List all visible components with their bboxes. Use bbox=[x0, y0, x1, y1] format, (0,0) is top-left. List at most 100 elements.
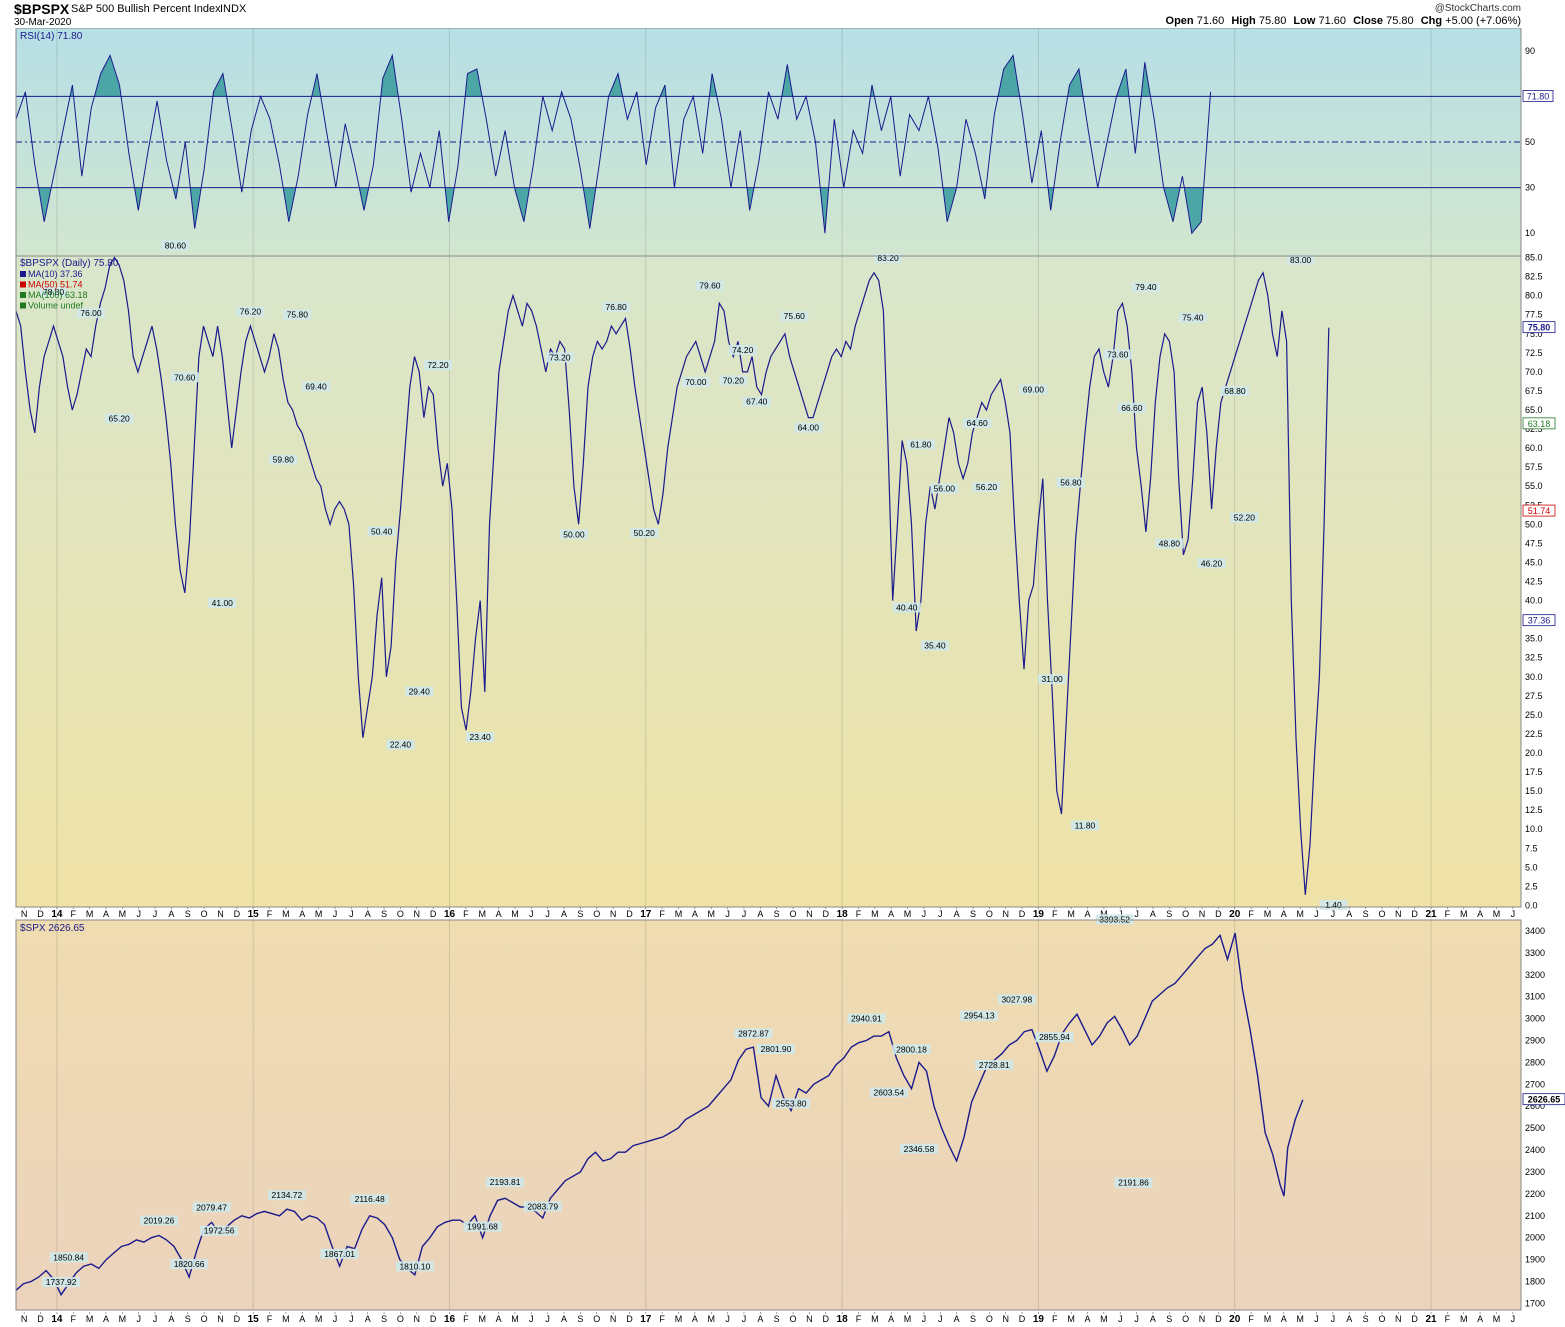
spx-annotation: 1810.10 bbox=[399, 1261, 430, 1271]
bpi-axis-month-label: A bbox=[692, 909, 698, 919]
spx-axis-month-label: J bbox=[153, 1314, 158, 1324]
bpi-tick-label: 12.5 bbox=[1525, 805, 1543, 815]
bpi-tick-label: 50.0 bbox=[1525, 519, 1543, 529]
spx-axis-month-label: J bbox=[1511, 1314, 1516, 1324]
bpi-annotation: 56.20 bbox=[976, 482, 998, 492]
spx-axis-month-label: O bbox=[1378, 1314, 1385, 1324]
bpi-annotation-box bbox=[780, 311, 809, 322]
symbol: $BPSPX bbox=[14, 1, 70, 17]
bpi-annotation-box bbox=[208, 597, 237, 608]
bpi-annotation-box bbox=[1070, 820, 1099, 831]
bpi-annotation-box bbox=[906, 439, 935, 450]
bpi-axis-month-label: N bbox=[1199, 909, 1206, 919]
spx-axis-month-label: 18 bbox=[837, 1314, 849, 1325]
rsi-last-value-box bbox=[1522, 90, 1554, 102]
spx-axis-month-label: M bbox=[478, 1314, 486, 1324]
bpi-annotation-box bbox=[1178, 312, 1207, 323]
spx-axis-month-label: J bbox=[136, 1314, 141, 1324]
spx-axis-month-label: J bbox=[1118, 1314, 1123, 1324]
rsi-tick-label: 10 bbox=[1525, 228, 1535, 238]
spx-axis-month-label: J bbox=[349, 1314, 354, 1324]
spx-tick-label: 2500 bbox=[1525, 1123, 1545, 1133]
bpi-axis-month-label: S bbox=[381, 909, 387, 919]
spx-axis-month-label: F bbox=[1052, 1314, 1058, 1324]
close-label: Close bbox=[1353, 15, 1384, 27]
spx-annotation: 2940.91 bbox=[851, 1014, 882, 1024]
bpi-axis-month-label: J bbox=[742, 909, 747, 919]
bpi-tick-label: 0.0 bbox=[1525, 900, 1538, 910]
bpi-value-label: 51.74 bbox=[1528, 506, 1551, 516]
spx-annotation: 2079.47 bbox=[196, 1202, 227, 1212]
bpi-axis-month-label: J bbox=[153, 909, 158, 919]
bpi-annotation: 35.40 bbox=[924, 641, 946, 651]
bpi-tick-label: 67.5 bbox=[1525, 386, 1543, 396]
bpi-annotation-box bbox=[630, 527, 659, 538]
high-label: High bbox=[1231, 15, 1256, 27]
spx-axis-month-label: A bbox=[561, 1314, 567, 1324]
rsi-tick-label: 50 bbox=[1525, 137, 1535, 147]
spx-legend: $SPX 2626.65 bbox=[20, 923, 85, 934]
bpi-axis-month-label: D bbox=[37, 909, 44, 919]
low-label: Low bbox=[1293, 15, 1316, 27]
bpi-annotation-box bbox=[423, 360, 452, 371]
chg-label: Chg bbox=[1420, 15, 1443, 27]
bpi-annotation: 69.40 bbox=[305, 381, 327, 391]
bpi-axis-month-label: A bbox=[954, 909, 960, 919]
bpi-axis-month-label: M bbox=[1100, 909, 1108, 919]
bpi-annotation: 52.20 bbox=[1234, 513, 1256, 523]
spx-axis-month-label: M bbox=[871, 1314, 879, 1324]
close-value: 75.80 bbox=[1386, 15, 1414, 27]
bpi-annotation: 69.00 bbox=[1023, 384, 1045, 394]
spx-axis-month-label: S bbox=[381, 1314, 387, 1324]
spx-axis-month-label: N bbox=[1395, 1314, 1402, 1324]
bpi-axis-month-label: D bbox=[1215, 909, 1222, 919]
spx-axis-month-label: M bbox=[1067, 1314, 1075, 1324]
spx-axis-month-label: A bbox=[954, 1314, 960, 1324]
bpi-axis-month-label: F bbox=[1248, 909, 1254, 919]
bpi-annotation: 75.60 bbox=[784, 311, 806, 321]
bpi-annotation-box bbox=[681, 376, 710, 387]
bpi-axis-month-label: J bbox=[725, 909, 730, 919]
rsi-overbought-fill bbox=[16, 55, 1211, 97]
bpi-indicator-swatch bbox=[20, 281, 26, 288]
spx-axis-month-label: 14 bbox=[51, 1314, 63, 1325]
spx-axis-month-label: N bbox=[610, 1314, 617, 1324]
spx-annotation-box bbox=[192, 1202, 231, 1213]
spx-annotation: 2083.79 bbox=[527, 1201, 558, 1211]
spx-axis-month-label: J bbox=[1331, 1314, 1336, 1324]
bpi-annotation: 56.00 bbox=[934, 484, 956, 494]
spx-annotation-box bbox=[960, 1010, 999, 1021]
bpi-annotation-box bbox=[105, 413, 134, 424]
spx-annotation-box bbox=[1095, 914, 1134, 925]
spx-annotation-box bbox=[139, 1215, 178, 1226]
bpi-annotation: 70.00 bbox=[685, 377, 707, 387]
bpi-axis-month-label: A bbox=[1346, 909, 1352, 919]
bpi-axis-month-label: M bbox=[1067, 909, 1075, 919]
bpi-axis-month-label: O bbox=[1378, 909, 1385, 919]
bpi-panel-bg bbox=[16, 256, 1521, 907]
spx-axis-month-label: 21 bbox=[1425, 1314, 1437, 1325]
bpi-annotation-box bbox=[1038, 674, 1067, 685]
spx-axis-month-label: O bbox=[397, 1314, 404, 1324]
spx-axis-month-label: M bbox=[904, 1314, 912, 1324]
bpi-annotation: 50.40 bbox=[371, 526, 393, 536]
spx-axis-month-label: N bbox=[1002, 1314, 1009, 1324]
spx-annotation-box bbox=[734, 1028, 773, 1039]
spx-axis-month-label: D bbox=[234, 1314, 241, 1324]
spx-axis-month-label: O bbox=[1182, 1314, 1189, 1324]
spx-axis-month-label: F bbox=[1248, 1314, 1254, 1324]
spx-axis-month-label: D bbox=[626, 1314, 633, 1324]
bpi-axis-month-label: D bbox=[430, 909, 437, 919]
spx-tick-label: 2000 bbox=[1525, 1233, 1545, 1243]
bpi-annotation: 59.80 bbox=[273, 455, 295, 465]
bpi-annotation-box bbox=[1155, 538, 1184, 549]
bpi-tick-label: 47.5 bbox=[1525, 538, 1543, 548]
bpi-axis-month-label: M bbox=[1460, 909, 1468, 919]
bpi-annotation: 80.60 bbox=[165, 240, 187, 250]
spx-axis-month-label: O bbox=[986, 1314, 993, 1324]
spx-panel-bg bbox=[16, 920, 1521, 1310]
bpi-tick-label: 82.5 bbox=[1525, 272, 1543, 282]
spx-axis-month-label: J bbox=[1134, 1314, 1139, 1324]
spx-axis-month-label: M bbox=[1493, 1314, 1501, 1324]
spx-annotation-box bbox=[900, 1143, 938, 1154]
